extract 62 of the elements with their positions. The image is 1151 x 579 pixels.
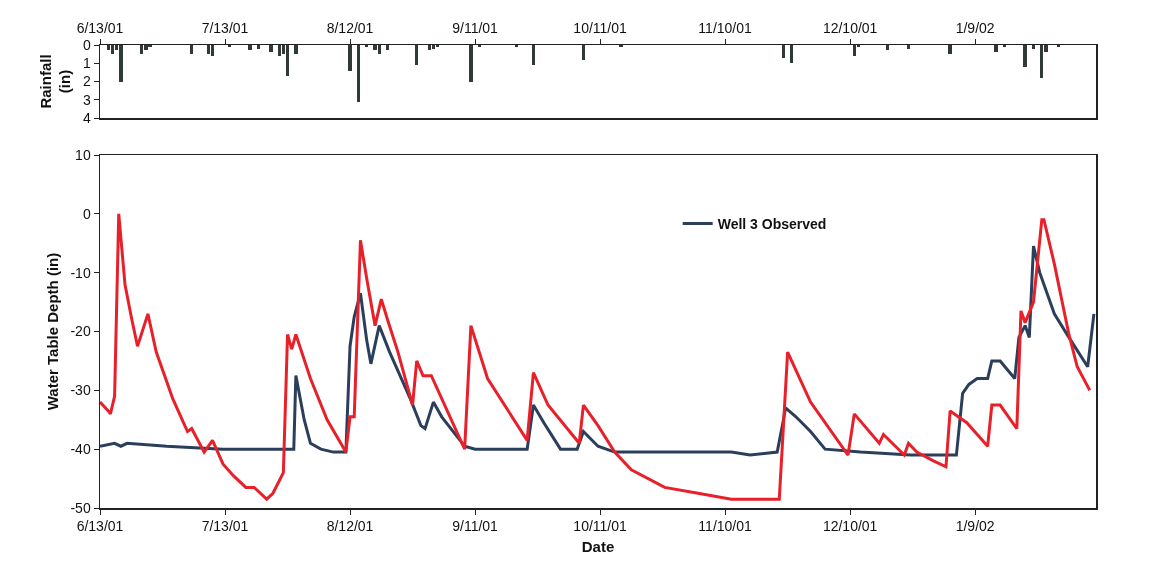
- y-tick-label: 3: [82, 91, 91, 108]
- x-tick-label: 8/12/01: [326, 518, 374, 535]
- bar: [377, 45, 381, 55]
- bar: [248, 45, 252, 51]
- y-tick-label: 0: [82, 36, 91, 53]
- line-series: [100, 244, 1096, 457]
- bar: [531, 45, 536, 66]
- legend-label: Well 3 Observed: [717, 216, 827, 233]
- x-tick-label: 12/10/01: [822, 19, 878, 36]
- bar: [256, 45, 261, 49]
- bar: [469, 45, 473, 82]
- y-axis-title: Rainfall (in): [36, 54, 74, 109]
- y-tick-label: -40: [70, 441, 91, 458]
- bar: [110, 45, 115, 55]
- y-tick-label: 4: [82, 109, 91, 126]
- x-tick-label: 10/11/01: [573, 19, 628, 36]
- x-tick-label: 10/11/01: [573, 518, 628, 535]
- x-tick-label: 7/13/01: [201, 19, 249, 36]
- bar: [994, 45, 998, 53]
- bar: [431, 45, 436, 49]
- bar: [906, 45, 911, 49]
- bar: [1031, 45, 1036, 49]
- y-tick-label: -10: [70, 264, 91, 281]
- bar: [415, 45, 419, 66]
- y-tick-label: -20: [70, 323, 91, 340]
- line-series: [100, 212, 1092, 501]
- bar: [1023, 45, 1027, 67]
- x-tick-label: 1/9/02: [955, 518, 995, 535]
- bar: [781, 45, 786, 58]
- y-tick-label: -30: [70, 382, 91, 399]
- y-tick-label: 2: [82, 73, 91, 90]
- bar: [144, 45, 148, 51]
- bar: [356, 45, 361, 102]
- bar: [373, 45, 377, 51]
- bar: [852, 45, 856, 56]
- bar: [277, 45, 281, 56]
- x-tick-label: 11/10/01: [698, 19, 753, 36]
- x-tick-label: 8/12/01: [326, 19, 374, 36]
- x-axis-title: Date: [581, 538, 615, 556]
- x-tick-label: 12/10/01: [822, 518, 878, 535]
- y-tick-label: -50: [70, 499, 91, 516]
- x-tick-label: 6/13/01: [76, 19, 124, 36]
- bar: [190, 45, 194, 55]
- x-tick-label: 9/11/01: [452, 518, 499, 535]
- bar: [581, 45, 586, 60]
- x-tick-label: 7/13/01: [201, 518, 249, 535]
- x-tick-label: 11/10/01: [698, 518, 753, 535]
- bar: [140, 45, 144, 55]
- bar: [206, 45, 211, 55]
- y-tick-label: 0: [82, 205, 91, 222]
- bar: [269, 45, 273, 53]
- y-tick-label: 10: [75, 146, 91, 163]
- bar: [348, 45, 352, 71]
- bar: [1040, 45, 1044, 78]
- bar: [948, 45, 952, 55]
- x-tick-label: 6/13/01: [76, 518, 124, 535]
- y-tick-label: 1: [82, 55, 91, 72]
- bar: [119, 45, 123, 82]
- x-tick-label: 9/11/01: [452, 19, 499, 36]
- y-axis-title: Water Table Depth (in): [43, 252, 61, 411]
- bar: [294, 45, 298, 55]
- x-tick-label: 1/9/02: [955, 19, 995, 36]
